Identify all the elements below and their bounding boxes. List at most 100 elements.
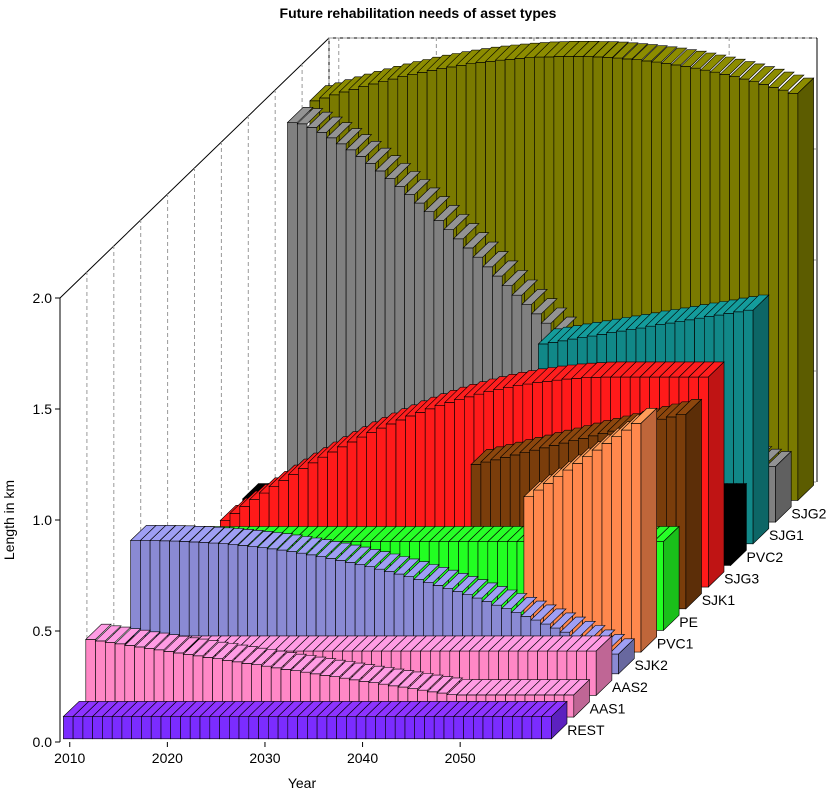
bar-top <box>592 41 620 58</box>
y-tick-label: 0.0 <box>33 734 53 750</box>
bar-top <box>491 260 519 277</box>
bar-side <box>595 635 613 697</box>
bar-top <box>549 612 577 629</box>
bar-top <box>413 187 441 204</box>
bar-side <box>775 450 792 523</box>
bar-front <box>287 716 298 740</box>
bar-top <box>481 251 509 268</box>
bar-top <box>153 634 181 651</box>
bar-top <box>309 658 337 675</box>
depth-label: REST <box>567 722 605 738</box>
bar-row <box>62 700 568 740</box>
bar-front <box>267 716 279 740</box>
bar-top <box>364 147 392 164</box>
depth-label: PVC1 <box>657 636 694 652</box>
bar-top <box>94 625 122 642</box>
x-tick-label: 2020 <box>152 750 183 766</box>
bar-front <box>601 443 613 653</box>
bar-top <box>394 171 422 187</box>
bar-front <box>92 716 103 740</box>
bar-top <box>354 549 382 565</box>
bar-top <box>207 527 235 544</box>
bar-top <box>143 632 171 649</box>
bar-top <box>266 533 294 550</box>
bar-top <box>221 644 249 661</box>
depth-label: SJK2 <box>634 657 668 673</box>
bar-front <box>180 716 191 740</box>
bar-top <box>329 661 356 678</box>
bar-front <box>355 716 367 740</box>
x-tick-label: 2050 <box>445 750 476 766</box>
bar-top <box>423 196 451 212</box>
bar-top <box>335 128 363 145</box>
bar-side <box>663 525 680 632</box>
bar-top <box>748 66 776 82</box>
bar-top <box>280 653 308 670</box>
y-axis-label: Length in km <box>1 480 17 560</box>
bar-top <box>472 241 500 258</box>
bar-top <box>286 536 313 552</box>
bar-top <box>433 205 461 221</box>
bar-top <box>511 279 539 296</box>
bar-top <box>393 558 421 575</box>
bar-top <box>384 163 412 179</box>
bar-front <box>394 716 406 740</box>
bar-top <box>355 141 383 157</box>
bar-top <box>315 541 343 557</box>
bar-top <box>211 643 239 660</box>
bar-top <box>316 116 344 133</box>
bar-top <box>305 539 333 556</box>
bar-front <box>238 716 250 740</box>
bar-top <box>231 646 259 663</box>
bar-side <box>551 700 568 740</box>
bar-top <box>114 628 142 645</box>
bar-top <box>325 122 353 139</box>
bar-top <box>412 564 440 580</box>
bar-top <box>500 593 528 610</box>
bar-top <box>559 616 587 633</box>
bar-front <box>433 716 445 740</box>
bar-front <box>611 436 622 653</box>
bar-top <box>452 223 480 240</box>
bar-front <box>189 716 201 740</box>
bar-front <box>297 716 308 740</box>
bar-top <box>738 63 766 80</box>
depth-label: PVC2 <box>747 549 784 565</box>
bar-front <box>287 122 298 523</box>
bar-front <box>258 716 269 740</box>
bar-top <box>689 52 717 69</box>
bar-front <box>160 716 171 740</box>
bar-front <box>229 716 240 740</box>
bar-top <box>299 656 327 673</box>
bar-top <box>192 640 220 657</box>
bar-top <box>319 659 347 676</box>
bar-front <box>82 716 93 740</box>
bar-top <box>348 664 376 681</box>
bar-top <box>241 647 269 664</box>
x-tick-label: 2040 <box>347 750 378 766</box>
bar-top <box>168 525 196 542</box>
bar-side <box>573 678 590 718</box>
bar-top <box>436 677 464 694</box>
bar-top <box>422 566 450 583</box>
x-tick-label: 2030 <box>249 750 280 766</box>
bar-front <box>778 89 789 501</box>
bar-top <box>481 586 509 602</box>
bar-top <box>611 42 639 59</box>
x-axis-label: Year <box>288 775 317 791</box>
bar-top <box>501 270 529 287</box>
bar-top <box>442 214 470 230</box>
bar-top <box>296 108 324 125</box>
y-tick-labels: 0.0 0.5 1.0 1.5 2.0 <box>33 290 60 750</box>
bar-top <box>286 107 314 123</box>
bar-front <box>482 716 494 740</box>
bar-top <box>260 650 288 667</box>
bar-front <box>326 716 337 740</box>
bar-top <box>767 71 795 88</box>
bar-top <box>377 668 405 685</box>
bar-top <box>124 629 152 646</box>
bar-top <box>289 655 317 672</box>
bar-front <box>424 716 435 740</box>
bar-front <box>131 716 142 740</box>
bar-front <box>365 716 377 740</box>
